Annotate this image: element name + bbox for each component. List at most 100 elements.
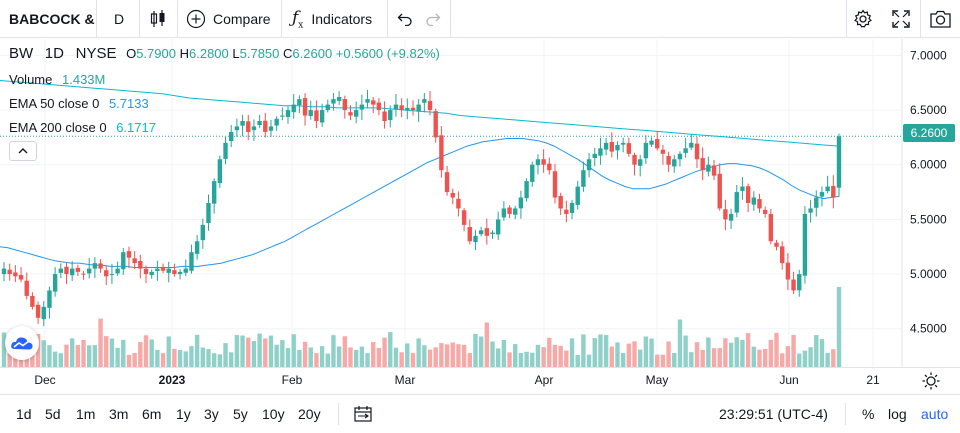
symbol-search-button[interactable]: BABCOCK & [9, 0, 95, 38]
volume-bar [808, 347, 813, 367]
candle-body [87, 268, 92, 274]
range-1m-button[interactable]: 1m [76, 395, 95, 433]
auto-toggle[interactable]: auto [921, 395, 948, 433]
gear-icon [854, 9, 872, 28]
candle-body [240, 121, 245, 126]
range-3m-button[interactable]: 3m [109, 395, 128, 433]
price-chart[interactable]: 7.0000 6.5000 6.0000 5.5000 5.0000 4.5000 [0, 39, 960, 367]
log-toggle[interactable]: log [888, 395, 907, 433]
volume-bar [547, 337, 552, 367]
bottom-toolbar: 1d 5d 1m 3m 6m 1y 3y 5y 10y 20y 23:29:51… [0, 394, 960, 433]
candle-body [649, 140, 654, 145]
range-6m-button[interactable]: 6m [142, 395, 161, 433]
candle-body [768, 213, 774, 242]
volume-bar [825, 352, 830, 367]
volume-bar [297, 349, 302, 367]
candle-body [552, 171, 558, 198]
candle-body [586, 159, 592, 171]
axis-settings-button[interactable] [922, 372, 940, 395]
volume-bar [75, 345, 81, 367]
candle-body [450, 192, 455, 198]
time-axis[interactable]: Dec 2023 Feb Mar Apr May Jun 21 [0, 368, 902, 394]
ema200-line [0, 80, 840, 147]
candle-body [115, 268, 120, 274]
bottom-divider [845, 403, 846, 425]
range-20y-button[interactable]: 20y [298, 395, 321, 433]
range-10y-button[interactable]: 10y [262, 395, 285, 433]
legend-interval: 1D [44, 45, 64, 62]
tradingview-logo[interactable] [5, 326, 39, 360]
volume-bar [325, 353, 330, 367]
chart-area[interactable]: 7.0000 6.5000 6.0000 5.5000 5.0000 4.5000 BW … [0, 39, 960, 367]
time-tick-label: Dec [34, 373, 56, 387]
volume-label: Volume [9, 72, 53, 87]
candle-body [717, 173, 722, 209]
candle-body [371, 100, 376, 105]
volume-bar [433, 347, 438, 367]
goto-date-button[interactable] [354, 395, 372, 433]
ema200-legend[interactable]: EMA 200 close 0 6.1717 [9, 120, 156, 135]
volume-bar [160, 353, 166, 367]
indicators-button[interactable]: ƒx Indicators [292, 0, 372, 38]
candle-body [1, 268, 7, 275]
compare-button[interactable]: Compare [186, 0, 271, 38]
collapse-legend-button[interactable] [9, 141, 37, 161]
range-5y-button[interactable]: 5y [233, 395, 248, 433]
volume-bar [194, 334, 200, 367]
volume-bar [478, 336, 484, 367]
candle-body [280, 115, 285, 117]
range-label: 6m [142, 406, 162, 422]
volume-bar [1, 332, 7, 367]
volume-bar [558, 345, 563, 367]
volume-bar [382, 337, 387, 367]
chart-type-button[interactable] [149, 0, 167, 38]
volume-bar [138, 342, 143, 367]
volume-bar [336, 346, 342, 367]
candle-body [524, 181, 529, 199]
settings-button[interactable] [853, 0, 873, 38]
volume-bar [405, 343, 410, 367]
toolbar-divider [387, 0, 388, 38]
volume-bar [393, 347, 399, 367]
candle-body [592, 153, 597, 159]
volume-bar [132, 353, 137, 367]
undo-button[interactable] [397, 0, 413, 38]
range-5d-button[interactable]: 5d [45, 395, 61, 433]
price-tick-label: 4.5000 [910, 322, 947, 336]
timezone-clock[interactable]: 23:29:51 (UTC-4) [719, 395, 828, 433]
main-series-legend: BW 1D NYSE O5.7900 H6.2800 L5.7850 C6.26… [9, 45, 440, 62]
range-1y-button[interactable]: 1y [176, 395, 191, 433]
ema50-legend[interactable]: EMA 50 close 0 5.7133 [9, 96, 149, 111]
volume-bar [643, 336, 649, 367]
candle-body [547, 163, 552, 171]
volume-bar [689, 352, 694, 367]
candle-body [325, 104, 330, 111]
fullscreen-button[interactable] [892, 0, 910, 38]
candle-body [797, 274, 802, 291]
candle-body [92, 263, 98, 269]
symbol-name: BABCOCK & [9, 11, 95, 27]
redo-button[interactable] [425, 0, 441, 38]
range-3y-button[interactable]: 3y [204, 395, 219, 433]
snapshot-button[interactable] [930, 0, 951, 38]
candle-body [234, 126, 240, 131]
volume-bar [620, 352, 626, 367]
interval-button[interactable]: D [114, 0, 124, 38]
volume-bar [524, 351, 529, 367]
candle-body [478, 230, 484, 235]
volume-bar [183, 351, 188, 367]
volume-legend[interactable]: Volume 1.433M [9, 72, 105, 87]
volume-bar [751, 346, 756, 367]
candle-body [632, 154, 637, 165]
range-label: 5y [233, 406, 248, 422]
candle-body [791, 279, 796, 291]
range-1d-button[interactable]: 1d [16, 395, 32, 433]
volume-bar [149, 339, 154, 367]
candle-body [422, 99, 427, 103]
candle-body [98, 263, 103, 269]
volume-bar [223, 343, 228, 367]
volume-bar [513, 344, 518, 367]
candle-body [433, 111, 438, 138]
volume-bar [507, 352, 512, 367]
percent-toggle[interactable]: % [862, 395, 874, 433]
